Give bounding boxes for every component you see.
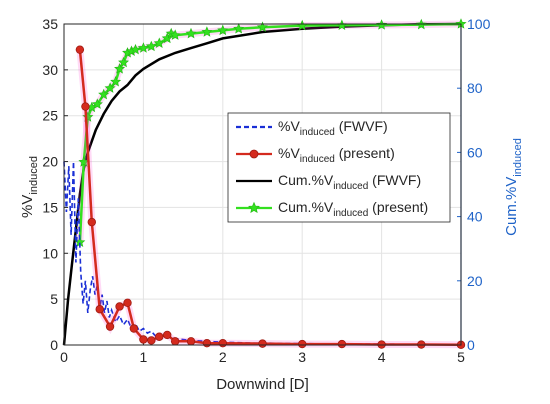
cum-present-marker xyxy=(137,42,149,53)
cum-present-marker xyxy=(256,21,269,32)
present-marker xyxy=(186,337,196,346)
present-marker xyxy=(202,338,212,348)
cum-present-marker xyxy=(233,23,245,34)
present-marker xyxy=(95,305,104,314)
y-left-tick-label: 0 xyxy=(50,337,58,353)
present-marker xyxy=(218,338,227,348)
y-left-tick-label: 25 xyxy=(42,108,58,124)
y-left-tick-label: 20 xyxy=(42,154,58,170)
cum-present-marker xyxy=(118,56,130,68)
cum-present-marker xyxy=(169,29,181,40)
legend-label: Cum.%Vinduced (FWVF) xyxy=(278,172,421,192)
y-right-tick-label: 40 xyxy=(467,209,483,225)
present-marker xyxy=(147,336,156,345)
cum-present-marker xyxy=(129,43,141,55)
cum-present-marker xyxy=(145,40,157,52)
legend-label: %Vinduced (present) xyxy=(278,145,395,165)
series-cum-fwvf-line xyxy=(62,22,462,346)
present-marker xyxy=(163,330,172,340)
present-marker xyxy=(87,217,96,227)
present-marker xyxy=(155,332,164,341)
present-marker xyxy=(123,298,132,308)
present-marker xyxy=(337,339,347,349)
x-tick-label: 0 xyxy=(60,349,68,365)
cum-present-marker xyxy=(161,32,173,44)
present-marker xyxy=(105,322,115,331)
y-axis-right-label: Cum.%Vinduced xyxy=(503,138,524,236)
y-left-tick-label: 35 xyxy=(42,16,58,32)
present-marker xyxy=(139,335,148,344)
cum-present-marker xyxy=(217,24,229,36)
cum-present-marker xyxy=(98,88,110,100)
legend-box xyxy=(227,112,451,223)
legend: %Vinduced (FWVF) %Vinduced (present) Cum.%… xyxy=(227,112,451,223)
y-left-tick-label: 10 xyxy=(42,245,58,261)
present-marker xyxy=(81,102,90,111)
y-right-tick-label: 100 xyxy=(467,16,491,32)
present-marker xyxy=(129,324,139,333)
cum-present-marker xyxy=(104,82,116,93)
legend-entries: %Vinduced (FWVF) %Vinduced (present) Cum.%… xyxy=(236,118,428,219)
y-left-tick-label: 15 xyxy=(42,199,58,215)
legend-label: %Vinduced (FWVF) xyxy=(278,118,388,138)
x-axis-label: Downwind [D] xyxy=(216,376,309,393)
y-left-tick-label: 30 xyxy=(42,62,58,78)
cum-present-marker xyxy=(91,98,103,109)
legend-label: Cum.%Vinduced (present) xyxy=(278,199,428,219)
present-marker xyxy=(298,339,307,349)
plot-frame xyxy=(63,23,462,346)
present-marker xyxy=(170,337,180,346)
cum-present-marker xyxy=(201,26,213,37)
y-left-tick-label: 5 xyxy=(50,291,58,307)
y-axis-left-label: %Vinduced xyxy=(19,156,40,218)
x-tick-label: 2 xyxy=(219,349,227,365)
cum-present-marker xyxy=(185,27,197,39)
x-tick-label: 1 xyxy=(140,349,148,365)
legend-marker-star xyxy=(248,201,260,214)
x-tick-label: 4 xyxy=(378,349,386,365)
cum-present-marker xyxy=(153,37,165,48)
cum-present-marker xyxy=(110,76,122,87)
cum-present-marker xyxy=(114,63,126,74)
legend-marker-circle xyxy=(249,149,259,159)
y-right-tick-label: 20 xyxy=(467,273,483,289)
present-marker xyxy=(258,339,267,348)
x-tick-label: 3 xyxy=(298,349,306,365)
x-tick-label: 5 xyxy=(457,349,465,365)
present-marker xyxy=(75,45,85,54)
y-right-tick-label: 0 xyxy=(467,337,475,353)
y-right-tick-label: 80 xyxy=(467,80,483,96)
y-right-tick-label: 60 xyxy=(467,144,483,160)
present-marker xyxy=(115,302,124,311)
